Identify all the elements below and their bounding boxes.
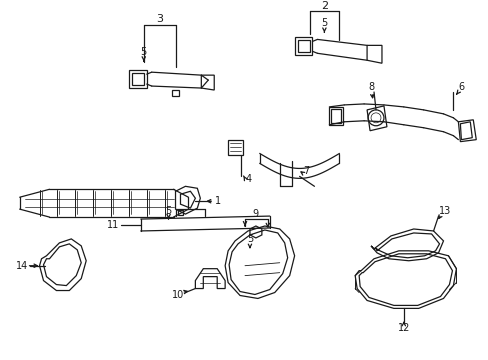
Text: 5: 5	[141, 47, 146, 57]
Text: 10: 10	[172, 291, 184, 301]
Text: 12: 12	[397, 323, 409, 333]
Text: 13: 13	[438, 206, 451, 216]
Text: 2: 2	[320, 1, 327, 11]
Text: 8: 8	[367, 82, 373, 92]
Text: 9: 9	[252, 209, 259, 219]
Text: 14: 14	[16, 261, 28, 271]
Polygon shape	[366, 106, 386, 131]
Text: 4: 4	[245, 174, 251, 184]
Text: 7: 7	[303, 166, 309, 176]
Text: 5: 5	[246, 234, 253, 244]
Text: 5: 5	[321, 18, 327, 28]
Text: 1: 1	[215, 196, 221, 206]
Text: 5: 5	[165, 206, 171, 216]
Text: 6: 6	[457, 82, 464, 92]
Text: 11: 11	[107, 220, 119, 230]
Text: 3: 3	[156, 14, 163, 23]
